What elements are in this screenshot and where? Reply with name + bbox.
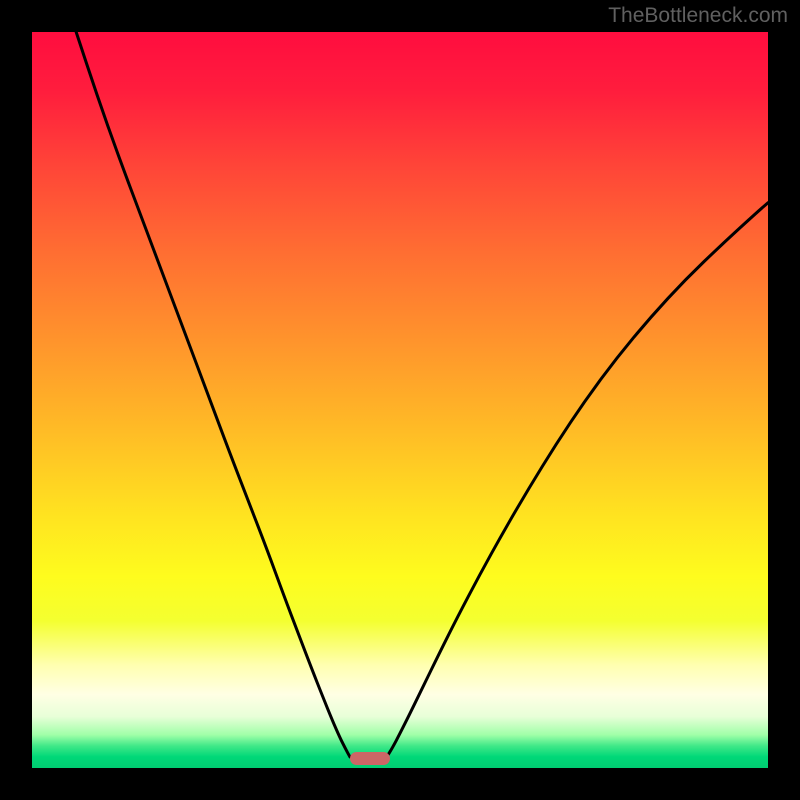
left-curve (76, 32, 350, 757)
bottleneck-marker (350, 752, 390, 765)
curves-layer (32, 32, 768, 768)
chart-plot-area (32, 32, 768, 768)
watermark-text: TheBottleneck.com (608, 4, 788, 28)
right-curve (387, 203, 768, 757)
